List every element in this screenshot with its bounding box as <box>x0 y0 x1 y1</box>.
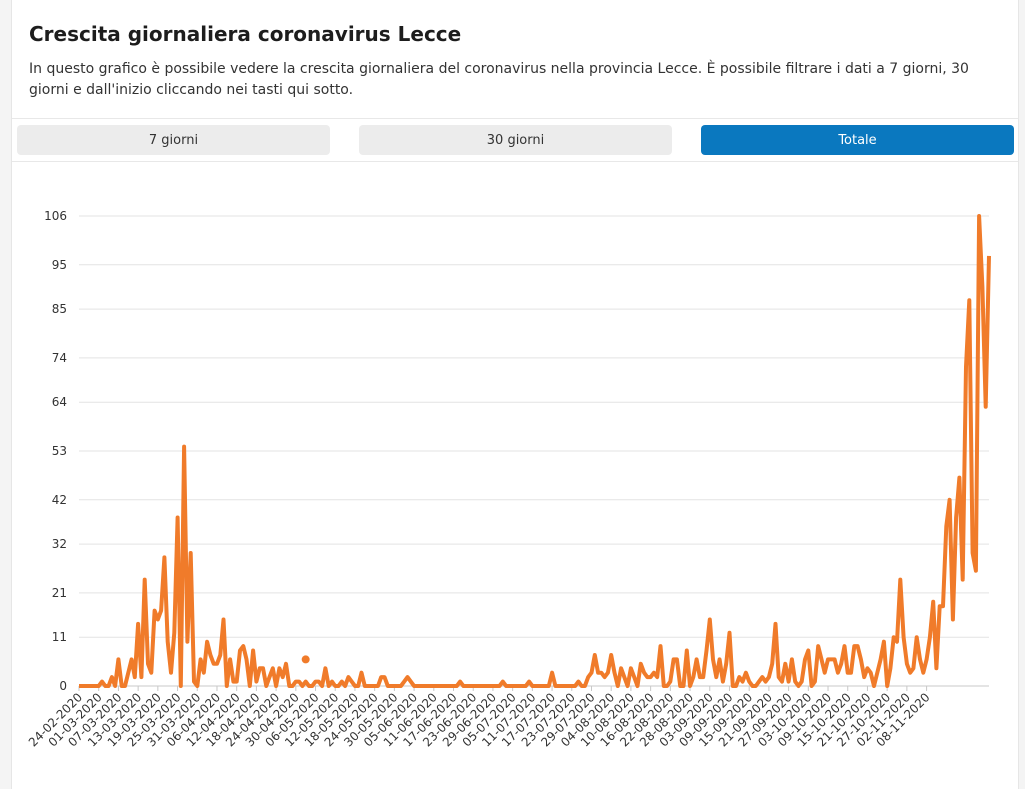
filter-divider <box>12 161 1018 162</box>
header-divider <box>12 118 1018 119</box>
y-tick-label: 64 <box>52 395 67 409</box>
y-tick-label: 11 <box>52 630 67 644</box>
y-tick-label: 106 <box>44 209 67 223</box>
x-axis-ticks: 24-02-202001-03-202007-03-202013-03-2020… <box>26 686 933 749</box>
chart-grid <box>79 215 989 687</box>
daily-growth-chart: 0 11 21 32 42 53 64 74 85 95 106 24-02-202001-03-2… <box>26 209 991 749</box>
y-tick-label: 32 <box>52 537 67 551</box>
filter-30-days-button[interactable]: 30 giorni <box>359 125 672 155</box>
y-tick-label: 42 <box>52 493 67 507</box>
chart-description: In questo grafico è possibile vedere la … <box>29 61 969 98</box>
y-axis-ticks: 0 11 21 32 42 53 64 74 85 95 106 <box>44 209 67 693</box>
page-title: Crescita giornaliera coronavirus Lecce <box>29 22 462 46</box>
highlighted-data-point[interactable] <box>301 655 310 664</box>
y-tick-label: 74 <box>52 351 67 365</box>
chart-series <box>79 214 991 688</box>
series-line <box>79 214 991 688</box>
y-tick-label: 21 <box>52 586 67 600</box>
chart-card: Crescita giornaliera coronavirus Lecce I… <box>11 0 1019 789</box>
y-tick-label: 0 <box>59 679 67 693</box>
y-tick-label: 95 <box>52 258 67 272</box>
y-tick-label: 85 <box>52 302 67 316</box>
y-tick-label: 53 <box>52 444 67 458</box>
filter-total-button[interactable]: Totale <box>701 125 1014 155</box>
card-header: Crescita giornaliera coronavirus Lecce I… <box>12 0 1018 118</box>
filter-7-days-button[interactable]: 7 giorni <box>17 125 330 155</box>
